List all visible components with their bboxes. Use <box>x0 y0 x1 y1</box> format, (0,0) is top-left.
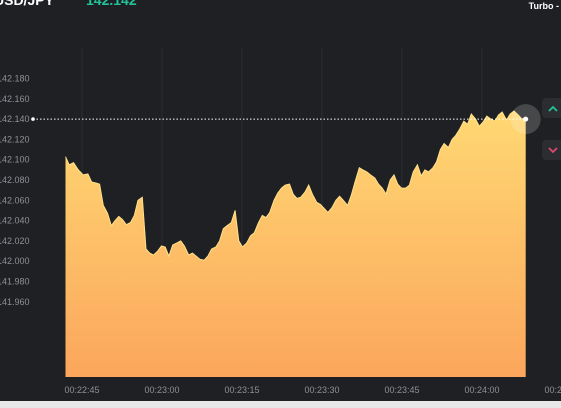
price-line-start-dot <box>31 117 35 121</box>
x-tick-label: 00:23:30 <box>304 385 339 395</box>
price-series <box>65 110 526 377</box>
y-tick-label: 142.020 <box>0 236 30 246</box>
price-down-button[interactable] <box>542 140 561 160</box>
y-tick-label: 142.160 <box>0 94 30 104</box>
current-price-line-layer <box>31 104 541 135</box>
y-tick-label: 141.980 <box>0 277 30 287</box>
y-tick-label: 142.000 <box>0 256 30 266</box>
price-up-button[interactable] <box>542 98 561 118</box>
y-tick-label: 141.960 <box>0 297 30 307</box>
y-tick-label: 142.180 <box>0 74 30 84</box>
current-price-dot <box>523 116 529 122</box>
chevron-down-icon <box>548 146 558 153</box>
y-tick-label: 142.040 <box>0 216 30 226</box>
price-line <box>65 110 526 261</box>
y-tick-label: 142.140 <box>0 114 30 124</box>
bottom-bar <box>0 401 561 408</box>
y-tick-label: 142.060 <box>0 195 30 205</box>
mode-label[interactable]: Turbo - <box>528 1 559 11</box>
x-tick-label: 00:23:00 <box>144 385 179 395</box>
y-axis-labels: 142.180 142.160 142.140 142.120 142.100 142.0… <box>0 74 30 307</box>
asset-pair[interactable]: USD/JPY <box>0 0 54 8</box>
y-tick-label: 142.100 <box>0 155 30 165</box>
chevron-up-icon <box>548 105 558 112</box>
x-tick-label: 00:22:45 <box>64 385 99 395</box>
price-area <box>65 111 526 377</box>
x-tick-label: 00:24:00 <box>464 385 499 395</box>
x-axis-labels: 00:22:45 00:23:00 00:23:15 00:23:30 00:23:45… <box>64 385 561 395</box>
x-tick-label: 00:23:45 <box>384 385 419 395</box>
x-tick-label: 00:24:15 <box>544 385 561 395</box>
y-tick-label: 142.120 <box>0 134 30 144</box>
current-price: 142.142 <box>86 0 137 8</box>
x-tick-label: 00:23:15 <box>224 385 259 395</box>
y-tick-label: 142.080 <box>0 175 30 185</box>
top-bar: USD/JPY 142.142 Turbo - <box>0 0 561 14</box>
